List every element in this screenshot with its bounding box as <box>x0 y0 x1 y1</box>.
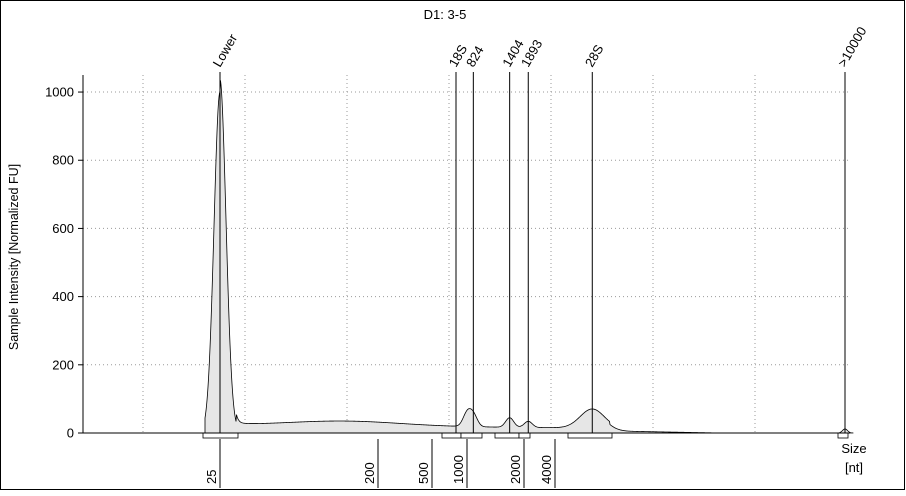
axis-layer: 0 200 400 600 800 1000 25 200 500 1000 2000 4000 <box>45 75 850 488</box>
peak-window <box>518 432 531 439</box>
y-tick-label: 800 <box>52 153 74 168</box>
x-tick-label: 500 <box>416 462 431 484</box>
x-tick-label: 4000 <box>539 455 554 484</box>
y-tick-label: 200 <box>52 357 74 372</box>
x-tick-label: 2000 <box>508 455 523 484</box>
y-axis-label: Sample Intensity [Normalized FU] <box>7 164 21 350</box>
x-tick-label: 25 <box>204 470 219 484</box>
sample-trace <box>204 80 721 434</box>
peak-window <box>494 432 520 439</box>
peak-window <box>460 432 483 439</box>
y-tick-label: 400 <box>52 289 74 304</box>
y-tick-label: 600 <box>52 221 74 236</box>
x-axis-label: Size <box>841 441 866 456</box>
peak-window <box>441 432 462 439</box>
chart-title: D1: 3-5 <box>424 7 467 22</box>
x-tick-label: 200 <box>362 462 377 484</box>
x-tick-label: 1000 <box>451 455 466 484</box>
x-axis-unit: [nt] <box>845 460 863 475</box>
y-tick-label: 1000 <box>45 85 74 100</box>
peak-window <box>837 432 849 439</box>
peak-window <box>567 432 613 439</box>
peak-window <box>202 432 239 439</box>
y-tick-label: 0 <box>67 426 74 441</box>
